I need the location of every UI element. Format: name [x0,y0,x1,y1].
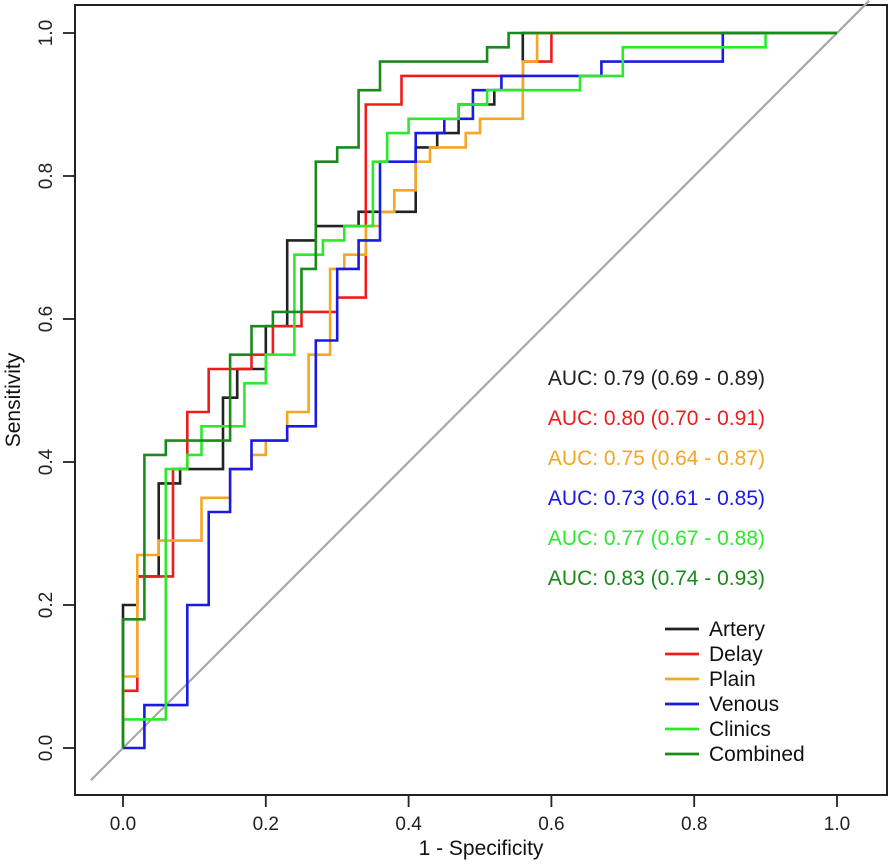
auc-label: AUC: 0.77 (0.67 - 0.88) [548,527,765,550]
x-tick-label: 1.0 [824,814,850,835]
auc-label: AUC: 0.80 (0.70 - 0.91) [548,407,765,430]
series-line-clinics [121,31,837,748]
y-tick-label: 0.0 [36,735,57,761]
series-line-combined [121,31,837,748]
legend-label-combined: Combined [709,743,805,766]
y-tick-label: 0.2 [36,592,57,618]
x-tick-label: 0.8 [681,814,707,835]
series-line-venous [123,31,837,750]
y-axis-title: Sensitivity [2,352,25,447]
auc-label: AUC: 0.75 (0.64 - 0.87) [548,447,765,470]
legend-label-clinics: Clinics [709,718,771,741]
legend-label-artery: Artery [709,618,766,641]
y-tick-label: 1.0 [36,20,57,46]
y-tick-label: 0.6 [36,306,57,332]
legend-label-delay: Delay [709,643,763,666]
auc-label: AUC: 0.83 (0.74 - 0.93) [548,567,765,590]
diagonal-reference-line [90,0,870,781]
x-tick-label: 0.2 [253,814,279,835]
x-tick-label: 0.0 [110,814,136,835]
y-tick-label: 0.8 [36,163,57,189]
plot-frame [74,4,888,796]
auc-label: AUC: 0.73 (0.61 - 0.85) [548,487,765,510]
y-tick-label: 0.4 [36,448,57,475]
legend-label-plain: Plain [709,668,756,691]
x-axis-title: 1 - Specificity [419,837,544,860]
x-tick-label: 0.6 [538,814,564,835]
x-tick-label: 0.4 [395,814,422,835]
auc-label: AUC: 0.79 (0.69 - 0.89) [548,367,765,390]
legend-label-venous: Venous [709,693,779,716]
